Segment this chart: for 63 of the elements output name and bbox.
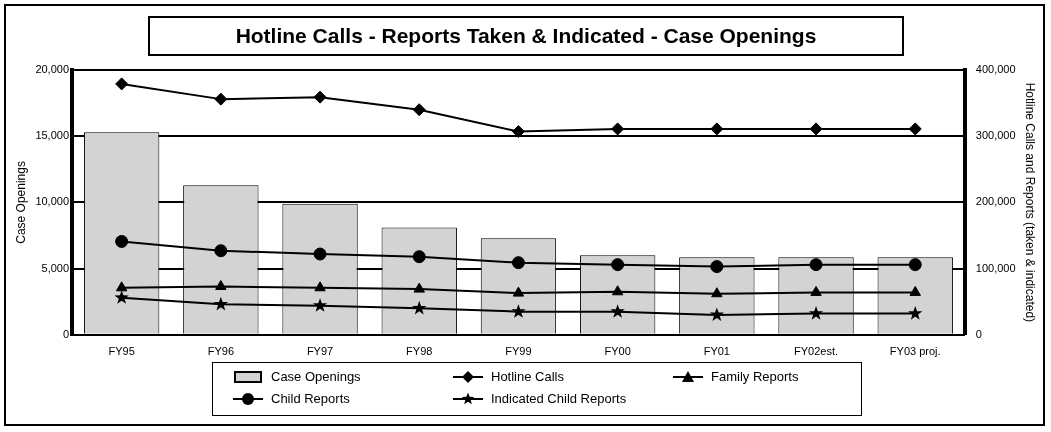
y-tick-label: 15,000 [35, 129, 70, 142]
point [809, 122, 823, 136]
point [511, 125, 525, 139]
legend-label: Case Openings [271, 369, 361, 384]
y2-tick-label: 0 [975, 327, 982, 340]
x-tick-label: FY98 [406, 345, 433, 358]
y-tick-label: 0 [62, 327, 70, 340]
legend-label: Family Reports [711, 369, 799, 384]
y-tick-label: 20,000 [35, 63, 70, 76]
point [115, 281, 128, 292]
x-tick-label: FY95 [108, 345, 135, 358]
legend-label: Indicated Child Reports [491, 391, 627, 406]
point [512, 286, 525, 297]
point [611, 122, 625, 136]
y2-tick-label: 100,000 [975, 261, 1016, 274]
point [313, 90, 327, 104]
point [214, 244, 228, 258]
point [810, 285, 822, 296]
point [711, 287, 723, 298]
x-tick-label: FY03 proj. [889, 345, 941, 358]
point [412, 300, 427, 315]
y2-tick-label: 300,000 [975, 129, 1016, 142]
point [314, 281, 326, 292]
legend-label: Hotline Calls [491, 369, 564, 384]
x-tick-label: FY99 [505, 345, 532, 358]
point [214, 92, 228, 106]
point [511, 256, 525, 270]
point [115, 234, 129, 248]
point [312, 298, 328, 312]
point [611, 285, 624, 296]
point [908, 258, 922, 272]
x-tick-label: FY02est. [794, 345, 839, 358]
x-tick-label: FY97 [306, 345, 334, 358]
point [412, 250, 426, 264]
y2-tick-label: 400,000 [975, 63, 1016, 76]
point [611, 258, 625, 272]
point [808, 306, 824, 320]
point [213, 296, 228, 311]
point [413, 282, 425, 293]
point [908, 122, 922, 136]
point [511, 304, 526, 318]
point [114, 290, 129, 304]
y-tick-label: 10,000 [35, 195, 70, 208]
chart-title: Hotline Calls - Reports Taken & Indicated - Case Openings [148, 16, 904, 56]
x-tick-label: FY96 [207, 345, 234, 358]
point [709, 307, 724, 322]
point [710, 122, 724, 136]
y-axis-title: Case Openings [13, 161, 28, 244]
point [908, 306, 923, 320]
y-tick-label: 5,000 [41, 261, 70, 274]
point [710, 260, 724, 274]
y2-axis-title: Hotline Calls and Reports (taken & indicated) [1023, 82, 1038, 323]
point [610, 304, 625, 318]
x-tick-label: FY00 [604, 345, 631, 358]
x-tick-label: FY01 [703, 345, 730, 358]
point [809, 258, 823, 272]
y2-tick-label: 200,000 [975, 195, 1016, 208]
point [412, 103, 426, 117]
point [215, 279, 227, 290]
point [313, 247, 327, 261]
point [909, 285, 921, 296]
legend-label: Child Reports [271, 391, 350, 406]
point [115, 77, 129, 91]
